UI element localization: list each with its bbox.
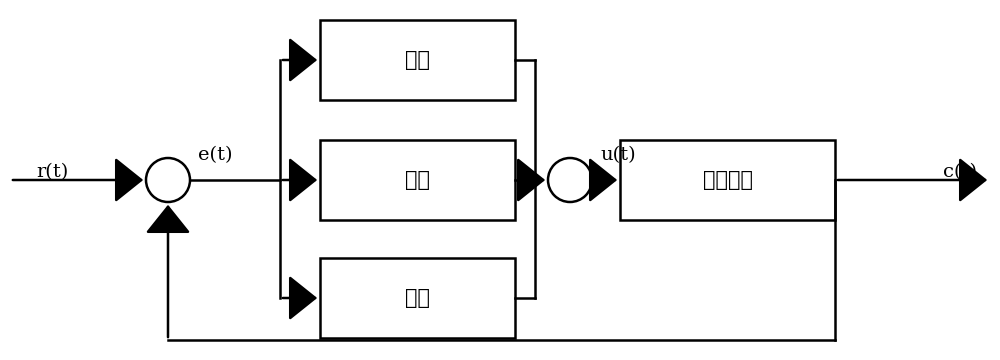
Bar bbox=[320, 20, 515, 100]
Text: 比例: 比例 bbox=[405, 50, 430, 70]
Text: c(t): c(t) bbox=[943, 163, 977, 181]
Bar bbox=[620, 140, 835, 220]
Text: 积分: 积分 bbox=[405, 170, 430, 190]
Circle shape bbox=[548, 158, 592, 202]
Circle shape bbox=[146, 158, 190, 202]
Text: u(t): u(t) bbox=[600, 146, 636, 164]
Bar bbox=[320, 140, 515, 220]
Text: 被控对象: 被控对象 bbox=[702, 170, 753, 190]
Text: e(t): e(t) bbox=[198, 146, 232, 164]
Text: r(t): r(t) bbox=[36, 163, 68, 181]
Text: 微分: 微分 bbox=[405, 288, 430, 308]
Bar bbox=[320, 258, 515, 338]
